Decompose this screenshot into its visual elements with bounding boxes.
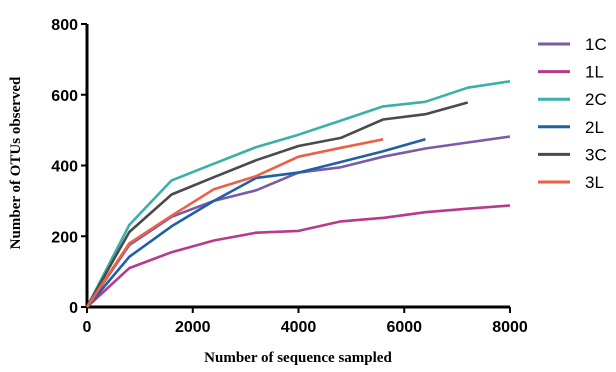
legend-label-1c: 1C [585, 35, 607, 54]
x-tick-label: 0 [83, 319, 92, 336]
series-line-2l [86, 138, 426, 308]
y-tick-label: 200 [51, 229, 78, 246]
legend-label-3c: 3C [585, 145, 607, 164]
y-axis-title: Number of OTUs observed [8, 76, 24, 249]
legend: 1C 1L 2C 2L 3C 3L [538, 35, 607, 192]
x-tick-label: 6000 [386, 319, 422, 336]
tick-labels: 0 2000 4000 6000 8000 0 200 400 600 800 [51, 17, 528, 336]
y-tick-label: 600 [51, 88, 78, 105]
series-line-2c [85, 80, 511, 308]
axes [81, 23, 511, 313]
legend-label-3l: 3L [585, 173, 604, 192]
y-tick-label: 0 [69, 300, 78, 317]
series-line-1l [86, 204, 511, 308]
legend-label-2c: 2C [585, 90, 607, 109]
series-line-3c [85, 101, 469, 308]
x-tick-label: 8000 [492, 319, 528, 336]
series-line-3l [85, 138, 384, 308]
y-tick-label: 400 [51, 159, 78, 176]
series-line-1c [85, 135, 511, 308]
x-tick-label: 2000 [175, 319, 211, 336]
series-lines [85, 80, 511, 308]
y-tick-label: 800 [51, 17, 78, 34]
legend-label-1l: 1L [585, 63, 604, 82]
x-tick-label: 4000 [281, 319, 317, 336]
legend-label-2l: 2L [585, 118, 604, 137]
x-axis-title: Number of sequence sampled [204, 350, 392, 366]
